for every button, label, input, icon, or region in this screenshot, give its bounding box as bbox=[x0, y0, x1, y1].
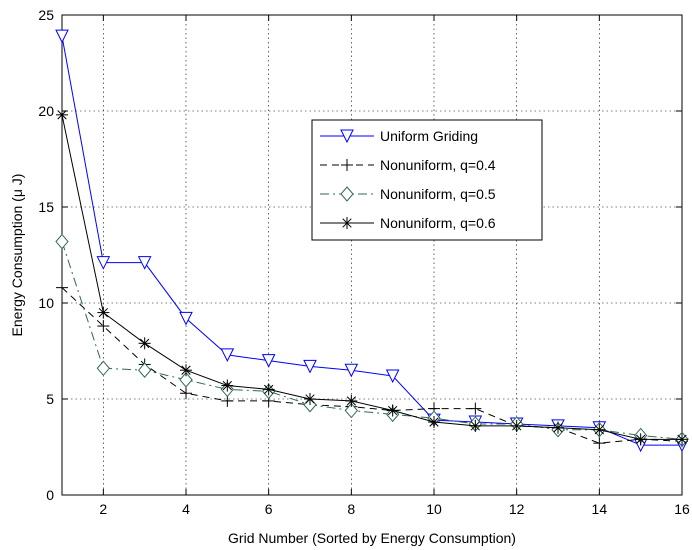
data-point bbox=[179, 372, 193, 388]
data-point bbox=[386, 404, 399, 417]
y-tick-label: 10 bbox=[38, 295, 54, 311]
plot-area-frame bbox=[61, 14, 683, 496]
data-point bbox=[344, 402, 358, 419]
x-tick-label: 4 bbox=[182, 501, 190, 517]
legend-marker bbox=[340, 129, 354, 144]
legend-label: Nonuniform, q=0.6 bbox=[380, 215, 496, 231]
data-point bbox=[593, 437, 606, 450]
gridlines bbox=[62, 15, 682, 495]
series-line bbox=[61, 114, 682, 440]
data-point bbox=[56, 108, 68, 121]
data-point bbox=[96, 256, 111, 270]
data-point bbox=[220, 348, 235, 362]
series-4 bbox=[56, 108, 688, 446]
legend-marker bbox=[341, 217, 353, 229]
data-point bbox=[97, 306, 110, 319]
legend-marker bbox=[341, 159, 353, 171]
legend-entry: Nonuniform, q=0.4 bbox=[320, 157, 496, 173]
series-1 bbox=[55, 29, 689, 453]
data-point bbox=[345, 394, 358, 407]
data-point bbox=[469, 419, 482, 432]
x-axis-label: Grid Number (Sorted by Energy Consumptio… bbox=[228, 530, 516, 546]
data-point bbox=[262, 383, 275, 396]
x-tick-label: 12 bbox=[509, 501, 525, 517]
data-point bbox=[469, 402, 482, 415]
data-point bbox=[138, 337, 151, 350]
data-point bbox=[138, 362, 152, 378]
series-2 bbox=[56, 281, 688, 450]
data-point bbox=[55, 29, 69, 44]
data-point bbox=[137, 256, 152, 270]
y-tick-label: 15 bbox=[38, 199, 54, 215]
data-point bbox=[593, 423, 606, 436]
x-tick-label: 8 bbox=[347, 501, 355, 517]
data-point bbox=[55, 233, 69, 250]
data-point bbox=[56, 281, 68, 294]
legend-label: Uniform Griding bbox=[380, 128, 478, 144]
data-point bbox=[180, 387, 192, 400]
legend-entry: Nonuniform, q=0.5 bbox=[320, 186, 496, 202]
legend-label: Nonuniform, q=0.5 bbox=[380, 186, 496, 202]
data-point bbox=[221, 379, 234, 392]
series-3 bbox=[55, 233, 689, 448]
y-tick-label: 0 bbox=[46, 487, 54, 503]
data-point bbox=[96, 360, 110, 377]
series-line bbox=[61, 241, 683, 440]
data-point bbox=[552, 421, 564, 434]
data-point bbox=[385, 369, 400, 384]
x-tick-label: 2 bbox=[99, 501, 107, 517]
y-tick-label: 5 bbox=[46, 391, 54, 407]
x-tick-label: 14 bbox=[592, 501, 608, 517]
data-point bbox=[304, 393, 316, 405]
legend: Uniform Griding Nonuniform, q=0.4 Nonunifo… bbox=[311, 119, 543, 241]
data-point bbox=[428, 416, 440, 429]
data-point bbox=[179, 311, 193, 326]
data-point bbox=[180, 364, 192, 377]
data-point bbox=[344, 363, 359, 378]
x-tick-label: 10 bbox=[426, 501, 442, 517]
data-point bbox=[303, 359, 317, 374]
series-line bbox=[61, 36, 682, 446]
y-axis-label: Energy Consumption (μ J) bbox=[9, 174, 25, 337]
legend-entry: Nonuniform, q=0.6 bbox=[320, 215, 496, 231]
legend-entry: Uniform Griding bbox=[320, 128, 478, 144]
legend-label: Nonuniform, q=0.4 bbox=[380, 157, 496, 173]
axis-ticks: 2 4 6 8 10 12 14 16 0 5 10 15 20 25 bbox=[38, 7, 690, 517]
data-point bbox=[97, 320, 110, 333]
y-tick-label: 25 bbox=[38, 7, 54, 23]
y-tick-label: 20 bbox=[38, 103, 54, 119]
series-group bbox=[55, 29, 689, 453]
data-point bbox=[261, 354, 276, 368]
series-line bbox=[61, 287, 683, 444]
x-tick-label: 16 bbox=[674, 501, 690, 517]
data-point bbox=[634, 433, 647, 446]
legend-marker bbox=[340, 186, 354, 202]
x-tick-label: 6 bbox=[265, 501, 273, 517]
data-point bbox=[676, 433, 688, 446]
data-point bbox=[510, 419, 523, 432]
